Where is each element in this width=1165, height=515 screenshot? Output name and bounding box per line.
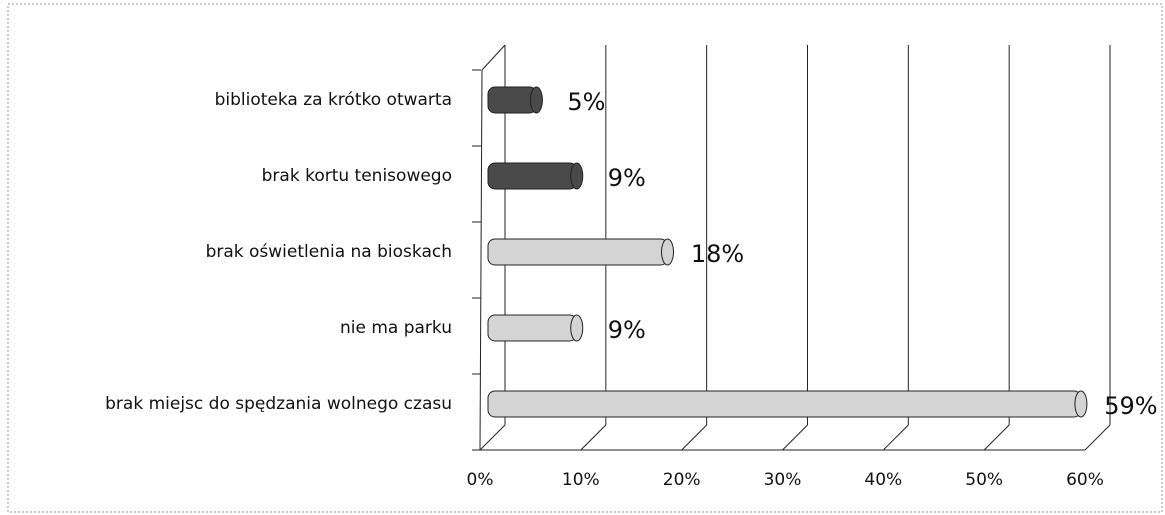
category-label: brak oświetlenia na bioskach — [206, 242, 452, 262]
bar — [487, 238, 668, 266]
floor-line — [782, 424, 808, 451]
x-tick-label: 10% — [562, 470, 600, 490]
x-tick-label: 0% — [467, 470, 494, 490]
category-label: biblioteka za krótko otwarta — [215, 90, 452, 110]
value-label: 18% — [691, 240, 744, 268]
bar — [487, 314, 578, 342]
bar-end — [529, 86, 543, 114]
left-wall-top — [481, 44, 506, 71]
frame — [7, 3, 1163, 513]
x-tick-label: 40% — [864, 470, 902, 490]
bar-end — [570, 162, 584, 190]
floor-line — [1084, 424, 1111, 451]
value-label: 9% — [608, 164, 646, 192]
left-wall — [479, 69, 483, 451]
floor-line — [882, 424, 909, 451]
category-label: brak miejsc do spędzania wolnego czasu — [105, 394, 452, 414]
floor-line — [681, 424, 708, 451]
bar-end — [661, 238, 674, 266]
x-tick-label: 50% — [965, 470, 1003, 490]
value-label: 9% — [608, 316, 646, 344]
bar — [487, 162, 578, 190]
bar-end — [1074, 390, 1088, 418]
floor-line — [983, 424, 1010, 451]
floor-line — [479, 424, 506, 451]
value-label: 5% — [567, 88, 605, 116]
x-tick-label: 60% — [1066, 470, 1104, 490]
category-label: nie ma parku — [340, 318, 452, 338]
category-label: brak kortu tenisowego — [262, 166, 452, 186]
x-tick-label: 30% — [764, 470, 802, 490]
x-tick-label: 20% — [663, 470, 701, 490]
bar — [487, 390, 1082, 418]
floor-line — [580, 424, 607, 451]
value-label: 59% — [1104, 392, 1157, 420]
bar — [487, 86, 537, 114]
bar-end — [570, 314, 584, 342]
